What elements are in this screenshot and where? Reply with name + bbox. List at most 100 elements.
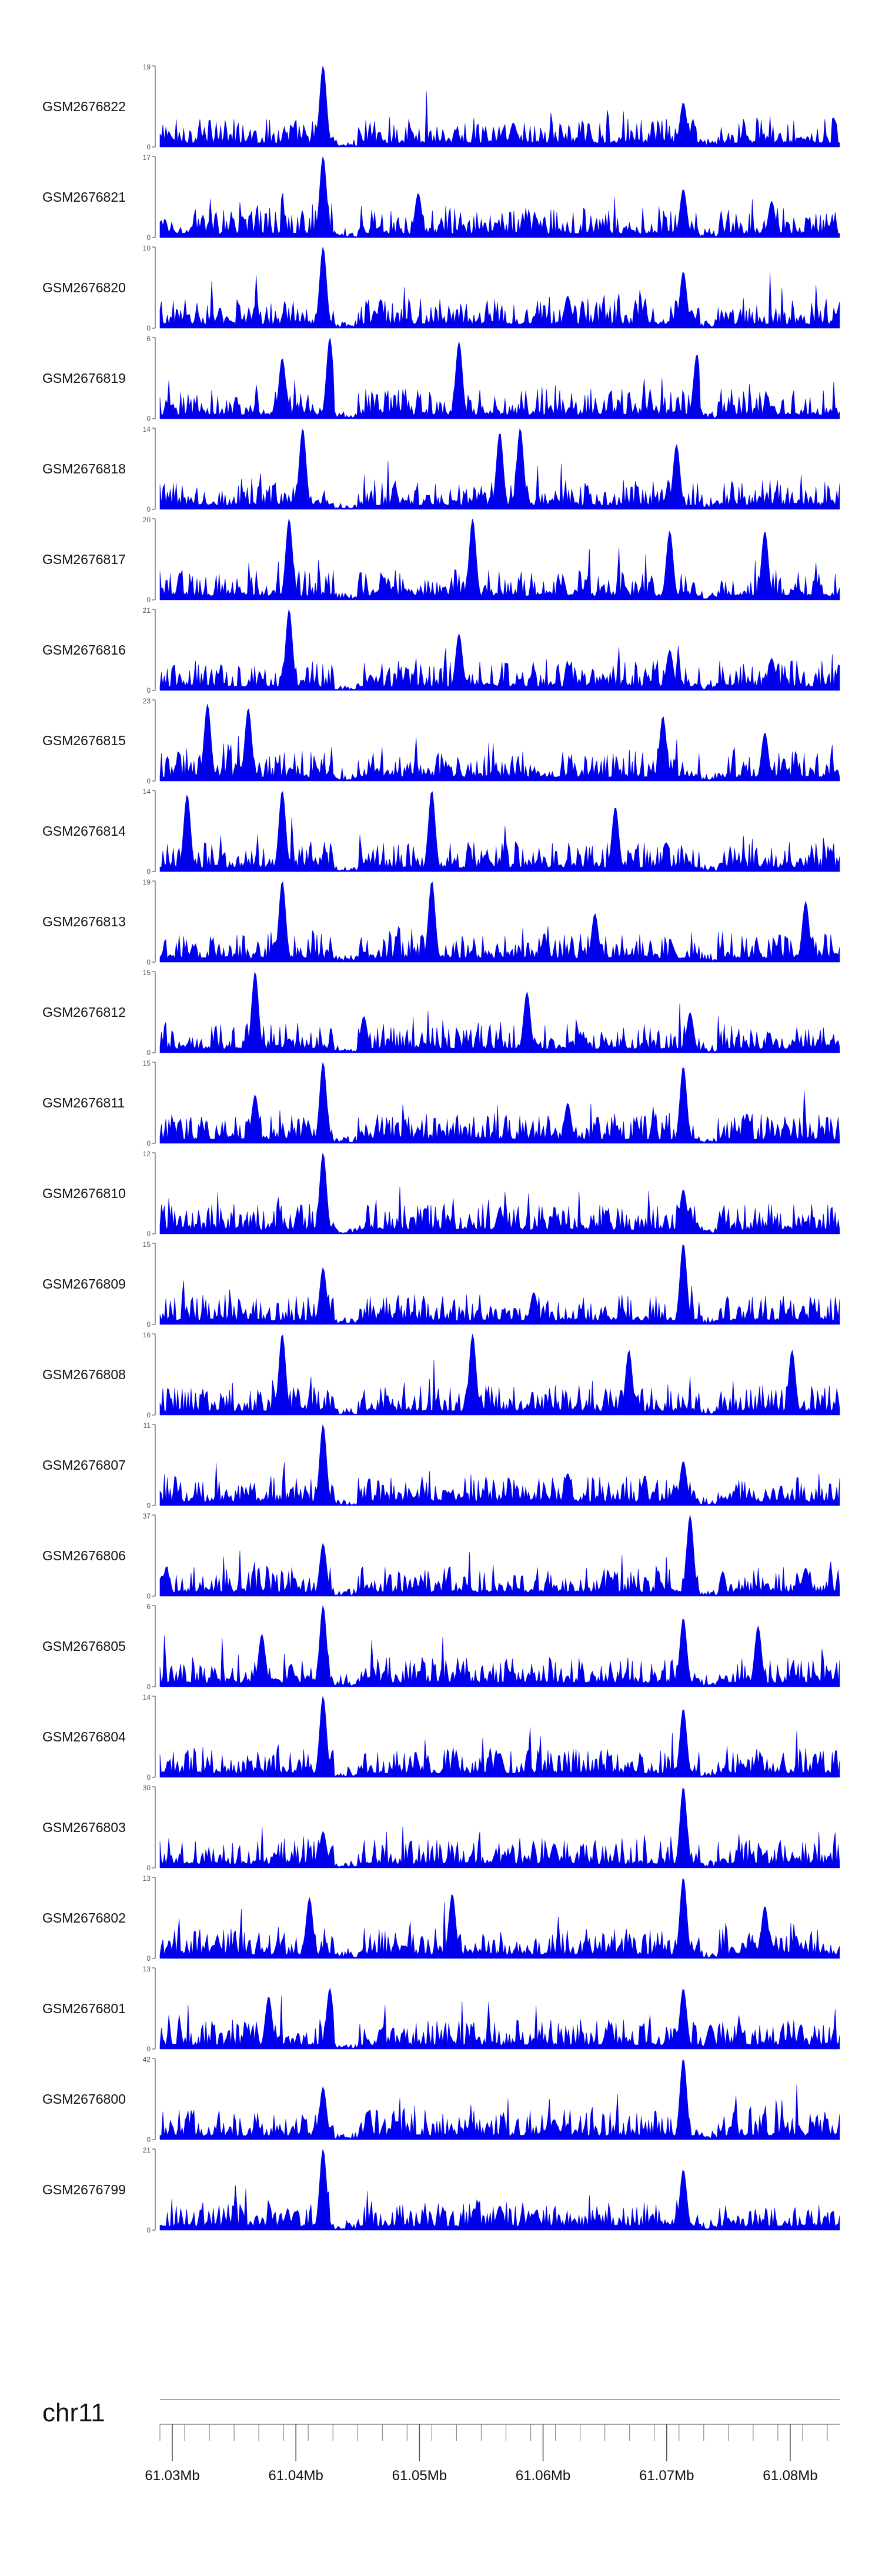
track-ymax-label: 11 <box>143 1422 151 1430</box>
track-ymax-label: 14 <box>143 425 151 433</box>
track-ymin-label: 0 <box>146 958 151 966</box>
coverage-area <box>159 1696 840 1778</box>
track-ymax-label: 6 <box>146 1603 151 1611</box>
coverage-area <box>159 247 840 329</box>
coverage-area <box>159 1334 840 1416</box>
track-ymax-label: 42 <box>143 2056 151 2064</box>
coverage-area <box>159 338 840 419</box>
track-label: GSM2676813 <box>42 914 126 929</box>
track-ymin-label: 0 <box>146 596 151 604</box>
track-ymax-label: 30 <box>143 1784 151 1792</box>
track-ymax-label: 6 <box>146 335 151 343</box>
axis-tick-label: 61.08Mb <box>763 2468 817 2484</box>
track-label: GSM2676806 <box>42 1548 126 1563</box>
track-ymin-label: 0 <box>146 2226 151 2234</box>
track-GSM2676808: GSM2676808 16 0 <box>42 1331 840 1419</box>
coverage-area <box>159 156 840 238</box>
track-label: GSM2676819 <box>42 371 126 386</box>
coverage-area <box>159 2059 840 2140</box>
track-ymin-label: 0 <box>146 2135 151 2144</box>
track-label: GSM2676816 <box>42 642 126 658</box>
chromosome-label: chr11 <box>42 2398 105 2427</box>
track-ymin-label: 0 <box>146 1230 151 1238</box>
track-ymax-label: 10 <box>143 244 151 252</box>
track-ymin-label: 0 <box>146 867 151 876</box>
track-GSM2676811: GSM2676811 15 0 <box>42 1059 840 1147</box>
track-ymax-label: 17 <box>143 154 151 162</box>
track-ymin-label: 0 <box>146 1411 151 1419</box>
track-ymin-label: 0 <box>146 415 151 423</box>
track-label: GSM2676800 <box>42 2091 126 2107</box>
track-ymax-label: 19 <box>143 63 151 71</box>
track-ymax-label: 20 <box>143 516 151 524</box>
track-ymin-label: 0 <box>146 1773 151 1781</box>
track-label: GSM2676821 <box>42 189 126 205</box>
track-label: GSM2676802 <box>42 1910 126 1926</box>
track-GSM2676804: GSM2676804 14 0 <box>42 1693 840 1781</box>
track-label: GSM2676801 <box>42 2001 126 2016</box>
track-label: GSM2676815 <box>42 733 126 748</box>
track-GSM2676812: GSM2676812 15 0 <box>42 969 840 1057</box>
track-GSM2676805: GSM2676805 6 0 <box>42 1603 840 1691</box>
track-GSM2676822: GSM2676822 19 0 <box>42 63 840 151</box>
track-label: GSM2676805 <box>42 1639 126 1654</box>
track-GSM2676807: GSM2676807 11 0 <box>42 1422 840 1510</box>
track-ymax-label: 15 <box>143 969 151 977</box>
track-label: GSM2676808 <box>42 1367 126 1382</box>
track-label: GSM2676799 <box>42 2182 126 2197</box>
track-GSM2676817: GSM2676817 20 0 <box>42 516 840 604</box>
coverage-tracks: GSM2676822190GSM2676821170GSM2676820100G… <box>42 63 840 2234</box>
track-GSM2676806: GSM2676806 37 0 <box>42 1512 840 1600</box>
track-ymax-label: 13 <box>143 1874 151 1883</box>
track-label: GSM2676804 <box>42 1729 126 1744</box>
track-GSM2676821: GSM2676821 17 0 <box>42 154 840 242</box>
track-ymax-label: 19 <box>143 878 151 886</box>
track-GSM2676819: GSM2676819 6 0 <box>42 335 840 423</box>
track-label: GSM2676820 <box>42 280 126 295</box>
coverage-area <box>159 609 840 691</box>
track-ymax-label: 15 <box>143 1240 151 1249</box>
coverage-area <box>159 1424 840 1506</box>
track-GSM2676814: GSM2676814 14 0 <box>42 788 840 876</box>
track-ymax-label: 12 <box>143 1150 151 1158</box>
track-GSM2676801: GSM2676801 13 0 <box>42 1965 840 2053</box>
coverage-area <box>159 1062 840 1144</box>
track-ymin-label: 0 <box>146 1139 151 1147</box>
track-ymax-label: 37 <box>143 1512 151 1520</box>
track-GSM2676800: GSM2676800 42 0 <box>42 2056 840 2144</box>
track-ymin-label: 0 <box>146 1864 151 1872</box>
track-ymin-label: 0 <box>146 686 151 695</box>
track-GSM2676816: GSM2676816 21 0 <box>42 606 840 695</box>
coverage-area <box>159 1606 840 1687</box>
track-GSM2676813: GSM2676813 19 0 <box>42 878 840 966</box>
track-ymin-label: 0 <box>146 505 151 513</box>
coverage-area <box>159 1988 840 2050</box>
coverage-area <box>159 428 840 510</box>
coverage-area <box>159 66 840 148</box>
track-ymin-label: 0 <box>146 233 151 242</box>
coverage-area <box>159 1514 840 1597</box>
track-GSM2676810: GSM2676810 12 0 <box>42 1150 840 1238</box>
axis-tick-label: 61.07Mb <box>639 2468 694 2484</box>
track-ymax-label: 14 <box>143 1693 151 1701</box>
track-GSM2676799: GSM2676799 21 0 <box>42 2146 840 2234</box>
track-GSM2676815: GSM2676815 23 0 <box>42 697 840 785</box>
track-label: GSM2676822 <box>42 99 126 114</box>
track-GSM2676803: GSM2676803 30 0 <box>42 1784 840 1872</box>
genome-axis: chr11 61.03Mb 61.04Mb 61.05Mb 61.06Mb 61.07M… <box>42 2398 840 2484</box>
axis-tick-label: 61.06Mb <box>516 2468 570 2484</box>
track-ymin-label: 0 <box>146 324 151 332</box>
track-ymin-label: 0 <box>146 1683 151 1691</box>
track-label: GSM2676809 <box>42 1276 126 1292</box>
coverage-area <box>159 1153 840 1234</box>
coverage-area <box>159 1244 840 1325</box>
coverage-area <box>159 971 840 1053</box>
track-ymax-label: 16 <box>143 1331 151 1339</box>
axis-tick-label: 61.03Mb <box>145 2468 199 2484</box>
axis-tick-label: 61.05Mb <box>392 2468 447 2484</box>
track-ymax-label: 14 <box>143 788 151 796</box>
track-label: GSM2676814 <box>42 823 126 839</box>
track-label: GSM2676817 <box>42 552 126 567</box>
track-ymin-label: 0 <box>146 1954 151 1963</box>
